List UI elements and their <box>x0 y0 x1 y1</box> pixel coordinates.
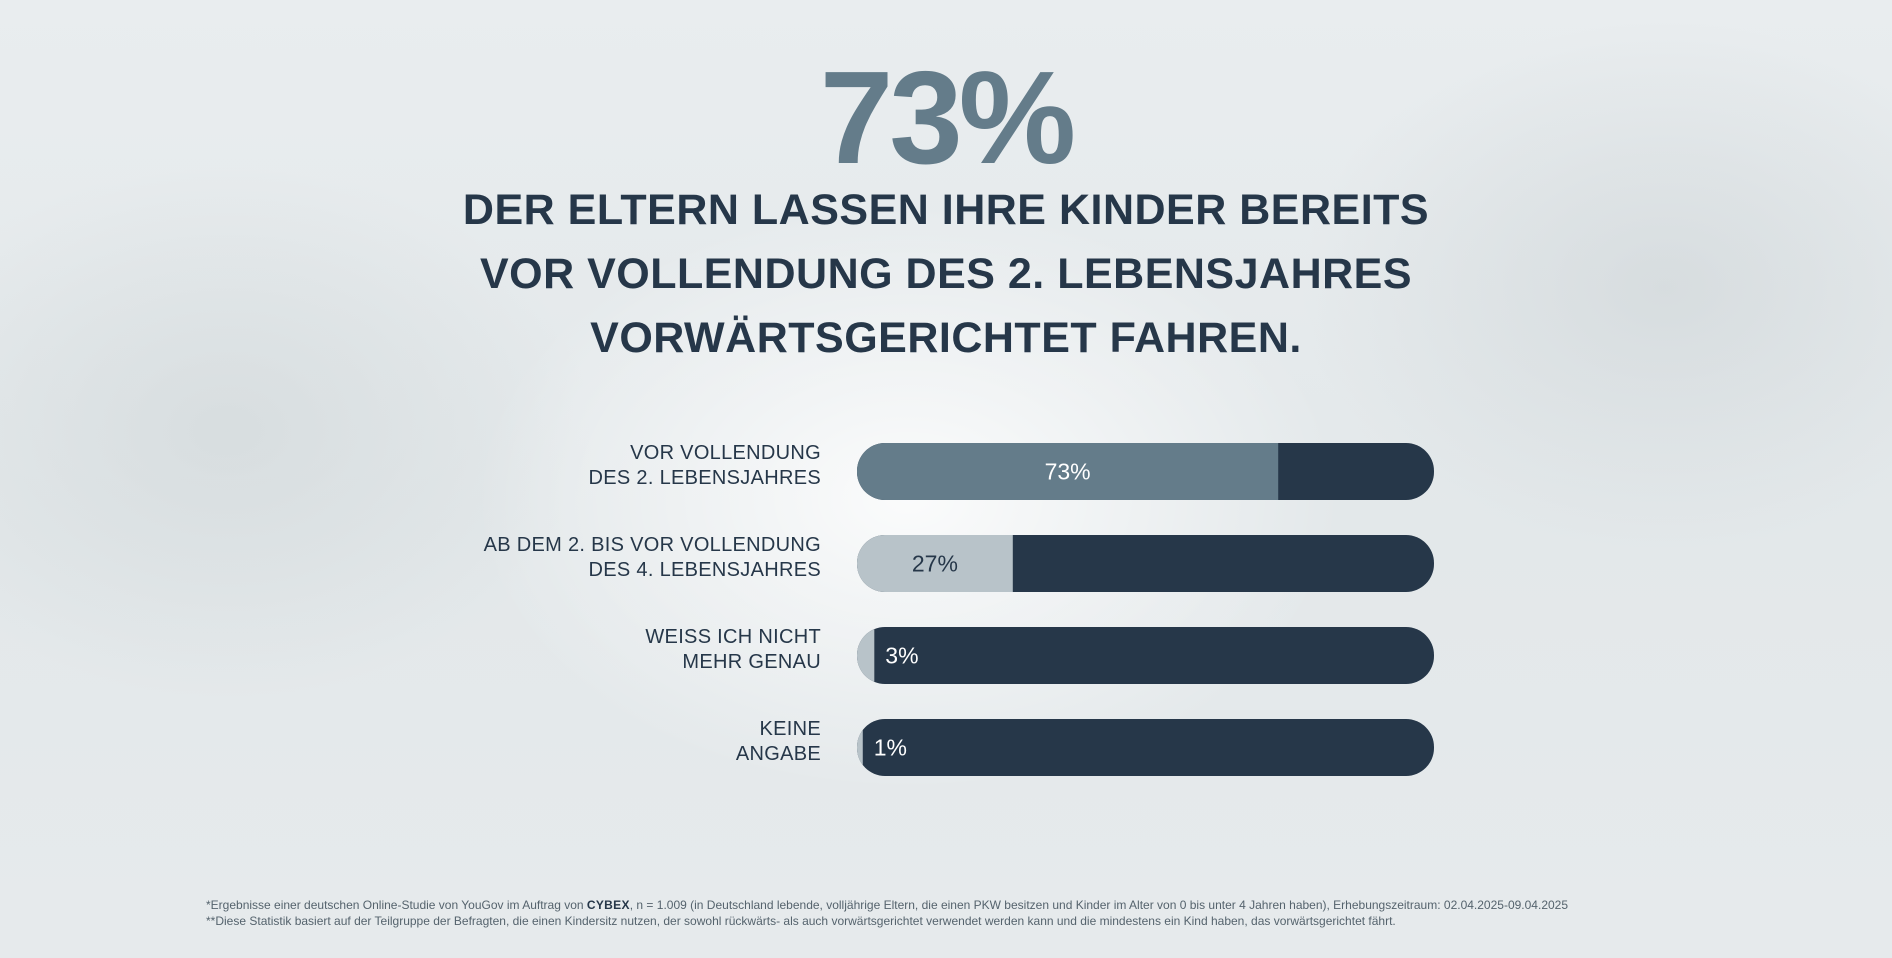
headline-line-2: VOR VOLLENDUNG DES 2. LEBENSJAHRES <box>479 250 1413 298</box>
footnote-1-suffix: , n = 1.009 (in Deutschland lebende, vol… <box>629 898 1569 912</box>
headline-line-1: DER ELTERN LASSEN IHRE KINDER BEREITS <box>462 186 1430 234</box>
category-label: KEINE <box>759 718 821 740</box>
value-label: 1% <box>874 735 907 761</box>
bar-row: 27% AB DEM 2. BIS VOR VOLLENDUNG DES 4. LE… <box>484 534 1434 592</box>
bar-row: 73% VOR VOLLENDUNG DES 2. LEBENSJAHRES <box>589 442 1434 500</box>
bar-row: 3% WEISS ICH NICHT MEHR GENAU <box>645 626 1434 684</box>
footnote-2: **Diese Statistik basiert auf der Teilgr… <box>206 914 1396 928</box>
headline-line-3: VORWÄRTSGERICHTET FAHREN. <box>590 314 1302 362</box>
category-label: MEHR GENAU <box>682 651 821 673</box>
bar-fill <box>857 443 1279 500</box>
footnote-1-prefix: *Ergebnisse einer deutschen Online-Studi… <box>206 898 587 912</box>
category-label: VOR VOLLENDUNG <box>630 442 821 464</box>
category-label: DES 2. LEBENSJAHRES <box>589 467 821 489</box>
bar-fill <box>857 627 875 684</box>
headline-percentage: 73% <box>819 44 1076 191</box>
category-label: AB DEM 2. BIS VOR VOLLENDUNG <box>484 534 821 556</box>
bar-fill <box>857 719 863 776</box>
bar-row: 1% KEINE ANGABE <box>736 718 1434 776</box>
value-label: 27% <box>912 551 958 577</box>
footnote-1: *Ergebnisse einer deutschen Online-Studi… <box>206 897 1706 913</box>
category-label: ANGABE <box>736 743 821 765</box>
bar-track <box>857 719 1434 776</box>
headline-text: DER ELTERN LASSEN IHRE KINDER BEREITS VO… <box>0 178 1892 370</box>
value-label: 73% <box>1045 459 1091 485</box>
footnote-brand: CYBEX <box>586 898 630 912</box>
bar-track <box>857 627 1434 684</box>
footnotes: *Ergebnisse einer deutschen Online-Studi… <box>206 897 1706 929</box>
bar-fill <box>857 535 1013 592</box>
category-label: DES 4. LEBENSJAHRES <box>589 559 821 581</box>
category-label: WEISS ICH NICHT <box>645 626 821 648</box>
value-label: 3% <box>885 643 918 669</box>
